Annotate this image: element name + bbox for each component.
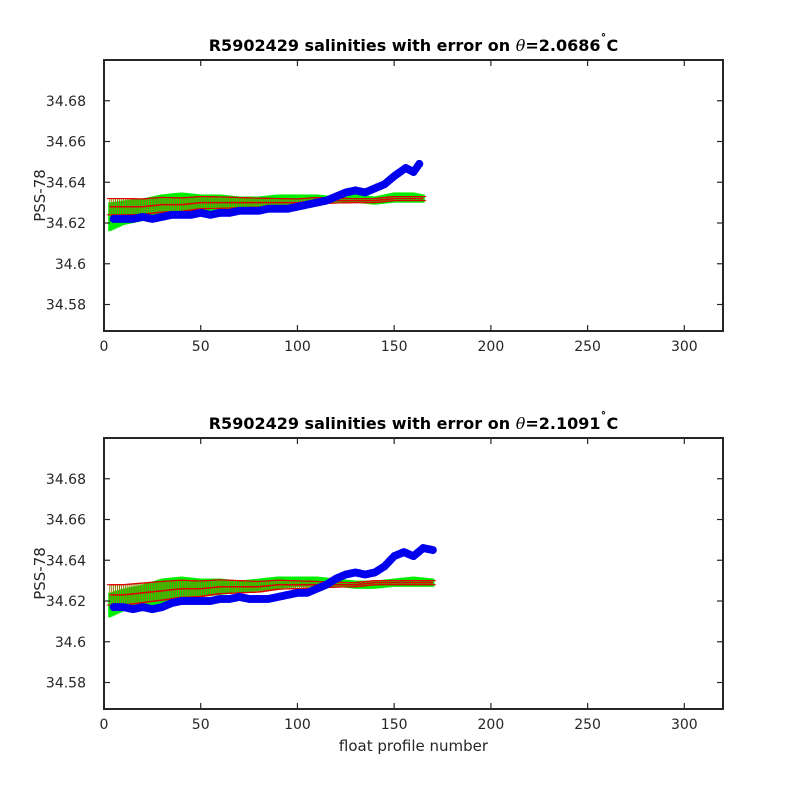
mapped-salinity-line (109, 581, 433, 596)
x-tick-label: 300 (671, 717, 698, 733)
y-tick-label: 34.64 (46, 553, 86, 569)
x-axis-label: float profile number (339, 737, 489, 755)
x-tick-label: 200 (478, 339, 505, 355)
y-tick-label: 34.64 (46, 175, 86, 191)
y-tick-label: 34.58 (46, 676, 86, 692)
chart-title: R5902429 salinities with error on θ=2.06… (209, 32, 619, 55)
x-tick-label: 0 (100, 717, 109, 733)
x-tick-label: 250 (574, 717, 601, 733)
y-tick-label: 34.68 (46, 472, 86, 488)
x-tick-label: 200 (478, 717, 505, 733)
mapped-salinity-line (109, 197, 424, 208)
x-tick-label: 50 (192, 717, 210, 733)
y-tick-label: 34.68 (46, 94, 86, 110)
chart-title: R5902429 salinities with error on θ=2.10… (209, 410, 619, 433)
chart-2: 0 50 100 150 200 250 300 34.58 34.6 34.62 34.64 34.… (31, 410, 724, 755)
y-tick-label: 34.6 (55, 635, 86, 651)
chart-1: 0 50 100 150 200 250 300 34.58 34.6 34.62 34.64 34.… (31, 32, 724, 355)
x-tick-label: 50 (192, 339, 210, 355)
x-tick-label: 300 (671, 339, 698, 355)
x-tick-label: 0 (100, 339, 109, 355)
y-tick-label: 34.62 (46, 594, 86, 610)
y-tick-label: 34.66 (46, 135, 86, 151)
float-salinity-point (428, 546, 437, 555)
y-axis-label: PSS-78 (31, 547, 49, 600)
y-tick-label: 34.66 (46, 513, 86, 529)
plot-area (106, 544, 437, 618)
axes-box (103, 59, 724, 332)
y-tick-label: 34.62 (46, 216, 86, 232)
plot-area (106, 159, 427, 232)
x-tick-label: 250 (574, 339, 601, 355)
y-tick-label: 34.58 (46, 298, 86, 314)
y-axis-label: PSS-78 (31, 169, 49, 222)
y-tick-label: 34.6 (55, 257, 86, 273)
x-tick-label: 150 (381, 717, 408, 733)
float-salinity-point (415, 159, 424, 168)
x-tick-label: 100 (284, 717, 311, 733)
axes-box (103, 437, 724, 710)
x-tick-label: 150 (381, 339, 408, 355)
x-tick-label: 100 (284, 339, 311, 355)
